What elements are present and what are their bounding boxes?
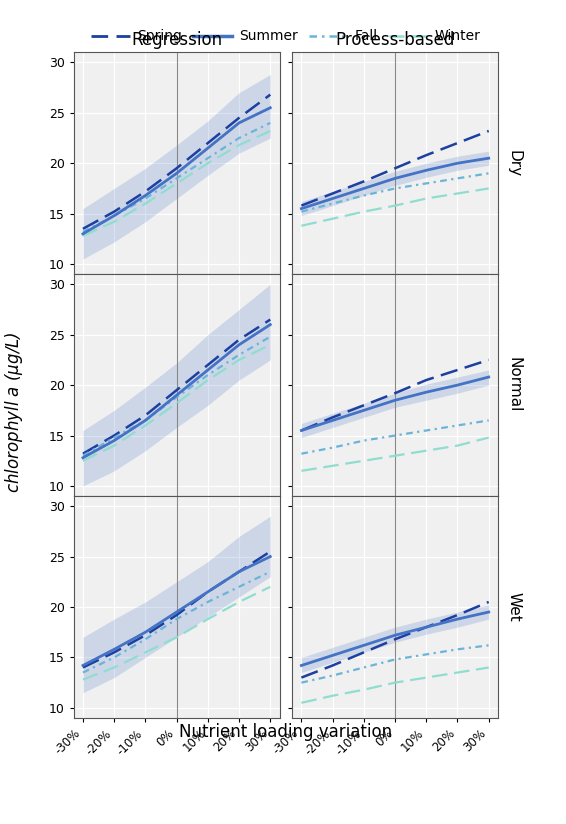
- Text: chlorophyll $a$ (µg/L): chlorophyll $a$ (µg/L): [3, 331, 25, 493]
- Title: Process-based: Process-based: [336, 31, 454, 49]
- Title: Regression: Regression: [131, 31, 222, 49]
- Text: Normal: Normal: [507, 358, 521, 413]
- Text: Dry: Dry: [507, 150, 521, 177]
- Text: Wet: Wet: [507, 592, 521, 622]
- Legend: Spring, Summer, Fall, Winter: Spring, Summer, Fall, Winter: [91, 30, 481, 44]
- Text: Nutrient loading variation: Nutrient loading variation: [179, 723, 392, 741]
